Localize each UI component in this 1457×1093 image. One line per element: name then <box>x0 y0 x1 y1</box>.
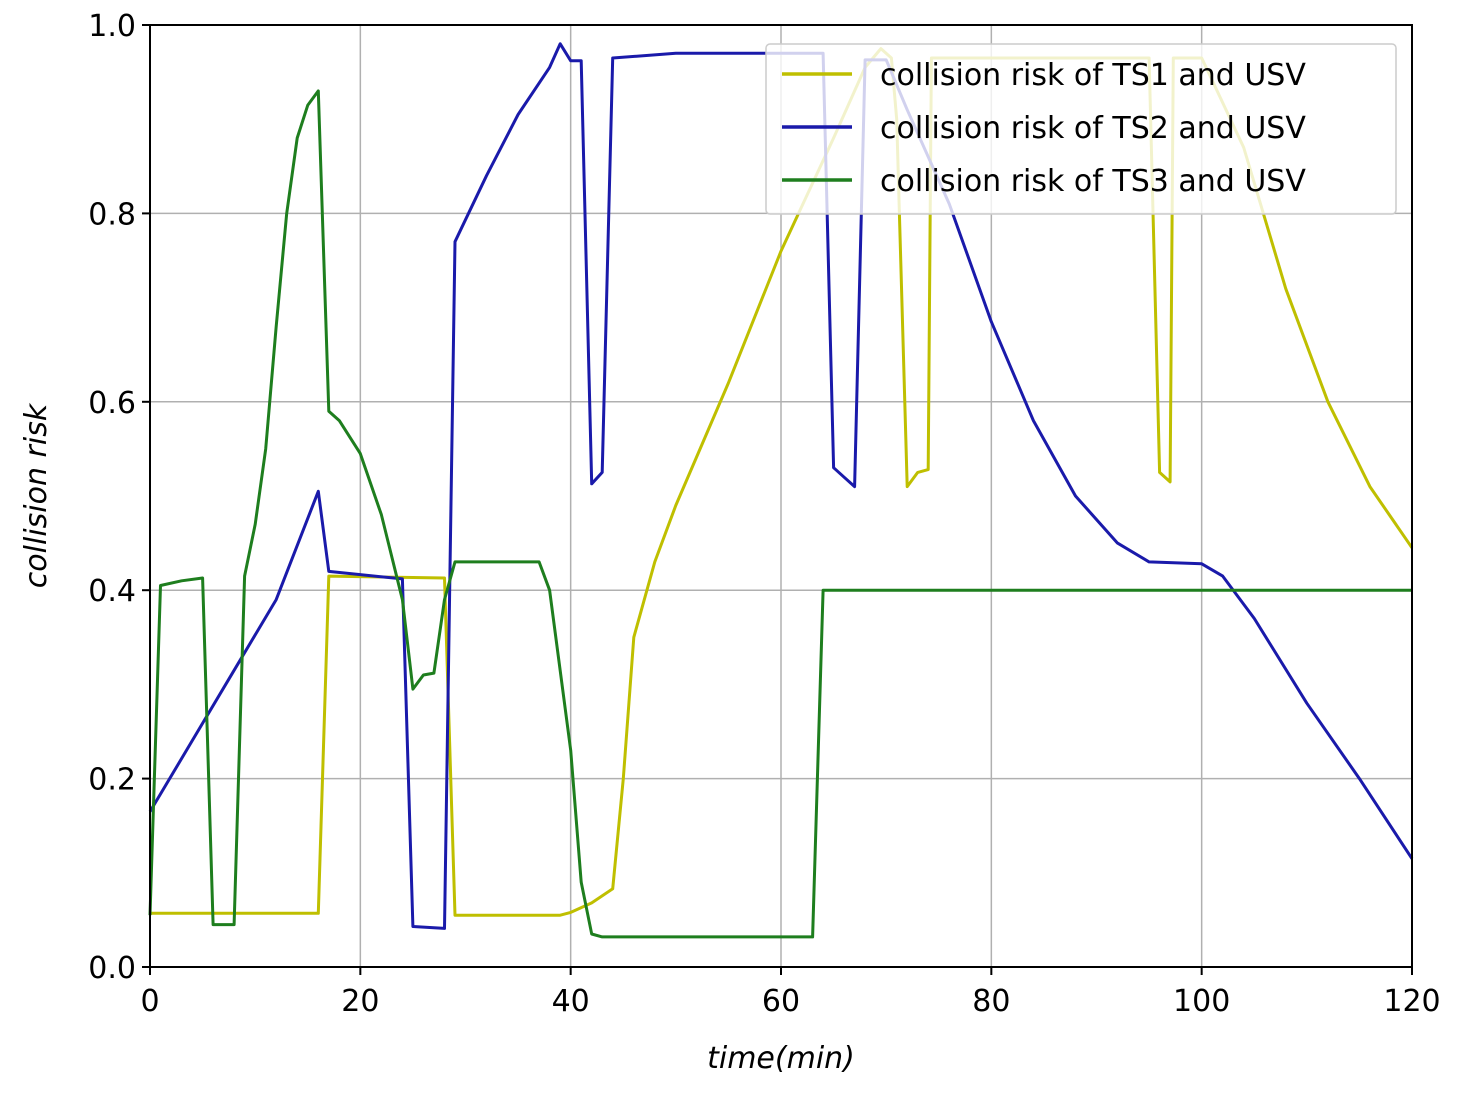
x-tick-label: 60 <box>762 984 800 1019</box>
legend-label: collision risk of TS1 and USV <box>880 58 1306 93</box>
series-line-ts3 <box>148 89 1412 939</box>
y-tick-label: 0.2 <box>88 763 136 798</box>
x-tick-label: 100 <box>1173 984 1230 1019</box>
legend-box <box>765 43 1397 215</box>
y-tick-label: 0.8 <box>88 197 136 232</box>
legend-label: collision risk of TS3 and USV <box>880 164 1306 199</box>
series-line-ts2 <box>148 42 1414 930</box>
y-tick-label: 0.4 <box>88 574 136 609</box>
axis-ticks: 0 20 40 60 80 100 120 0.0 0.2 0.4 0.6 0.8 1.0 <box>88 9 1440 1019</box>
y-tick-label: 1.0 <box>88 9 136 44</box>
x-tick-label: 120 <box>1383 984 1440 1019</box>
x-axis-label: time(min) <box>707 1041 855 1076</box>
x-tick-label: 0 <box>140 984 159 1019</box>
x-tick-label: 20 <box>341 984 379 1019</box>
legend-label: collision risk of TS2 and USV <box>880 111 1306 146</box>
x-tick-label: 80 <box>972 984 1010 1019</box>
y-tick-label: 0.0 <box>88 951 136 986</box>
x-tick-label: 40 <box>552 984 590 1019</box>
y-tick-label: 0.6 <box>88 386 136 421</box>
y-axis-label: collision risk <box>19 402 54 588</box>
legend: collision risk of TS1 and USV collision r… <box>765 43 1397 215</box>
